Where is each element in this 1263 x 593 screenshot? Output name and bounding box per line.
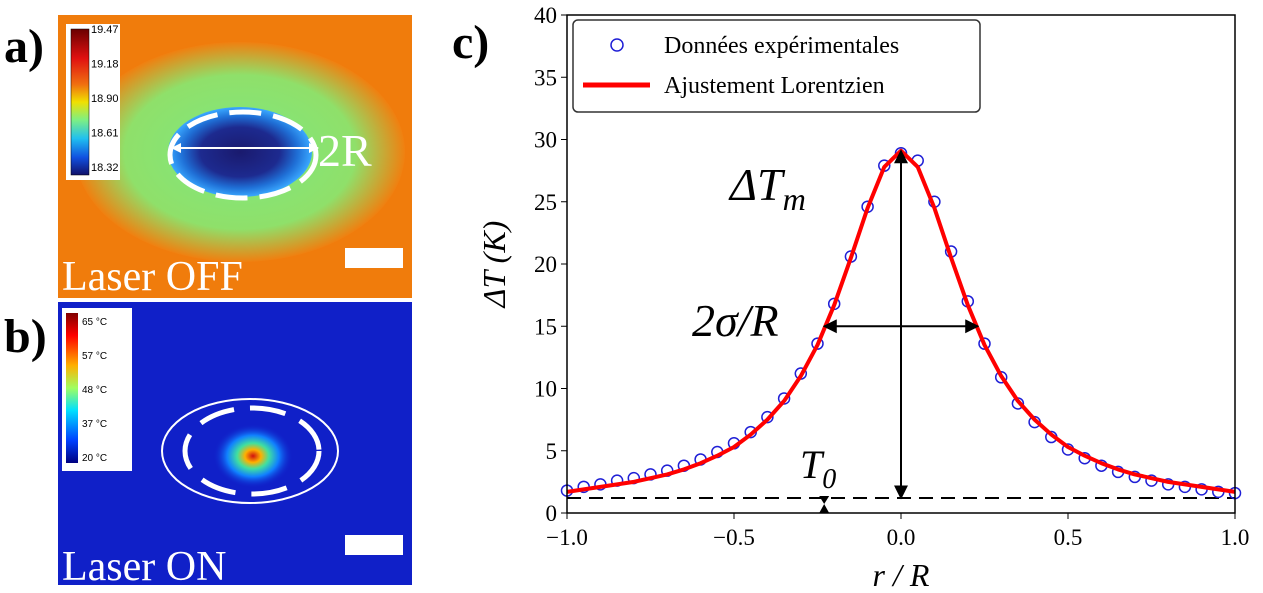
axes-frame — [566, 14, 1236, 514]
x-tick-label: −1.0 — [546, 525, 588, 550]
colorbar — [70, 28, 90, 176]
colorbar — [66, 313, 78, 463]
y-tick-label: 0 — [546, 501, 558, 526]
data-point — [994, 371, 1008, 384]
caption: Laser ON — [62, 544, 226, 590]
x-tick-label: 1.0 — [1221, 525, 1250, 550]
y-tick-label: 10 — [534, 377, 557, 402]
scale-bar — [345, 248, 403, 268]
width-label: 2σ/R — [692, 295, 779, 346]
outline — [161, 398, 339, 504]
peak-label: ΔTm — [728, 159, 806, 217]
panel-label: a) — [4, 20, 44, 73]
legend-label: Ajustement Lorentzien — [664, 73, 885, 99]
legend-box — [572, 19, 981, 113]
y-tick-label: 30 — [534, 128, 557, 153]
subscript: 0 — [822, 464, 836, 495]
colorbar-tick-label: 20 °C — [82, 453, 107, 464]
colorbar-tick-label: 65 °C — [82, 317, 107, 328]
y-tick-label: 5 — [546, 439, 558, 464]
colorbar-tick-label: 48 °C — [82, 385, 107, 396]
legend-label: Données expérimentales — [664, 33, 899, 59]
y-tick-label: 20 — [534, 252, 557, 277]
scale-bar — [345, 535, 403, 555]
t0-marker — [819, 496, 830, 513]
subscript: m — [783, 181, 806, 217]
panel-b: Laser ON 65 °C 57 °C 48 °C 37 °C 20 °C b) — [4, 302, 412, 590]
y-tick-label: 25 — [534, 190, 557, 215]
colorbar-tick-label: 19.47 — [91, 24, 119, 36]
dashed-outline — [167, 109, 319, 201]
colorbar-tick-label: 18.61 — [91, 128, 119, 140]
x-tick-label: −0.5 — [713, 525, 755, 550]
data-point — [761, 410, 774, 424]
data-point — [811, 337, 824, 350]
colorbar-tick-label: 37 °C — [82, 419, 107, 430]
colorbar-tick-label: 18.90 — [91, 93, 119, 105]
panel-label: c) — [452, 16, 489, 69]
annotation: 2R — [318, 125, 372, 176]
legend-marker — [610, 38, 624, 52]
hot-spot — [213, 424, 293, 488]
x-tick-label: 0.0 — [887, 525, 916, 550]
y-axis-label: ΔT (K) — [476, 221, 512, 310]
colorbar-tick-label: 57 °C — [82, 351, 107, 362]
data-point — [978, 337, 991, 350]
panel-label: b) — [4, 310, 47, 363]
x-tick-label: 0.5 — [1054, 525, 1083, 550]
text: T — [800, 442, 825, 487]
y-tick-label: 40 — [534, 3, 557, 28]
colorbar-tick-label: 18.32 — [91, 162, 119, 174]
caption: Laser OFF — [62, 254, 243, 300]
data-point — [777, 392, 791, 405]
y-tick-label: 35 — [534, 65, 557, 90]
y-tick-label: 15 — [534, 314, 557, 339]
chart: 0 5 10 15 20 25 30 35 40 −1.0 −0.5 0.0 0.5 1.0 r / R ΔT… — [476, 3, 1249, 593]
dashed-outline — [182, 405, 322, 497]
colorbar-tick-label: 19.18 — [91, 59, 119, 71]
offset-label: T0 — [800, 442, 836, 495]
panel-a: 2R Laser OFF 19.47 19.18 18.90 18.61 18.32 a… — [4, 15, 412, 300]
x-axis-label: r / R — [873, 557, 930, 593]
text: ΔT — [728, 159, 786, 210]
